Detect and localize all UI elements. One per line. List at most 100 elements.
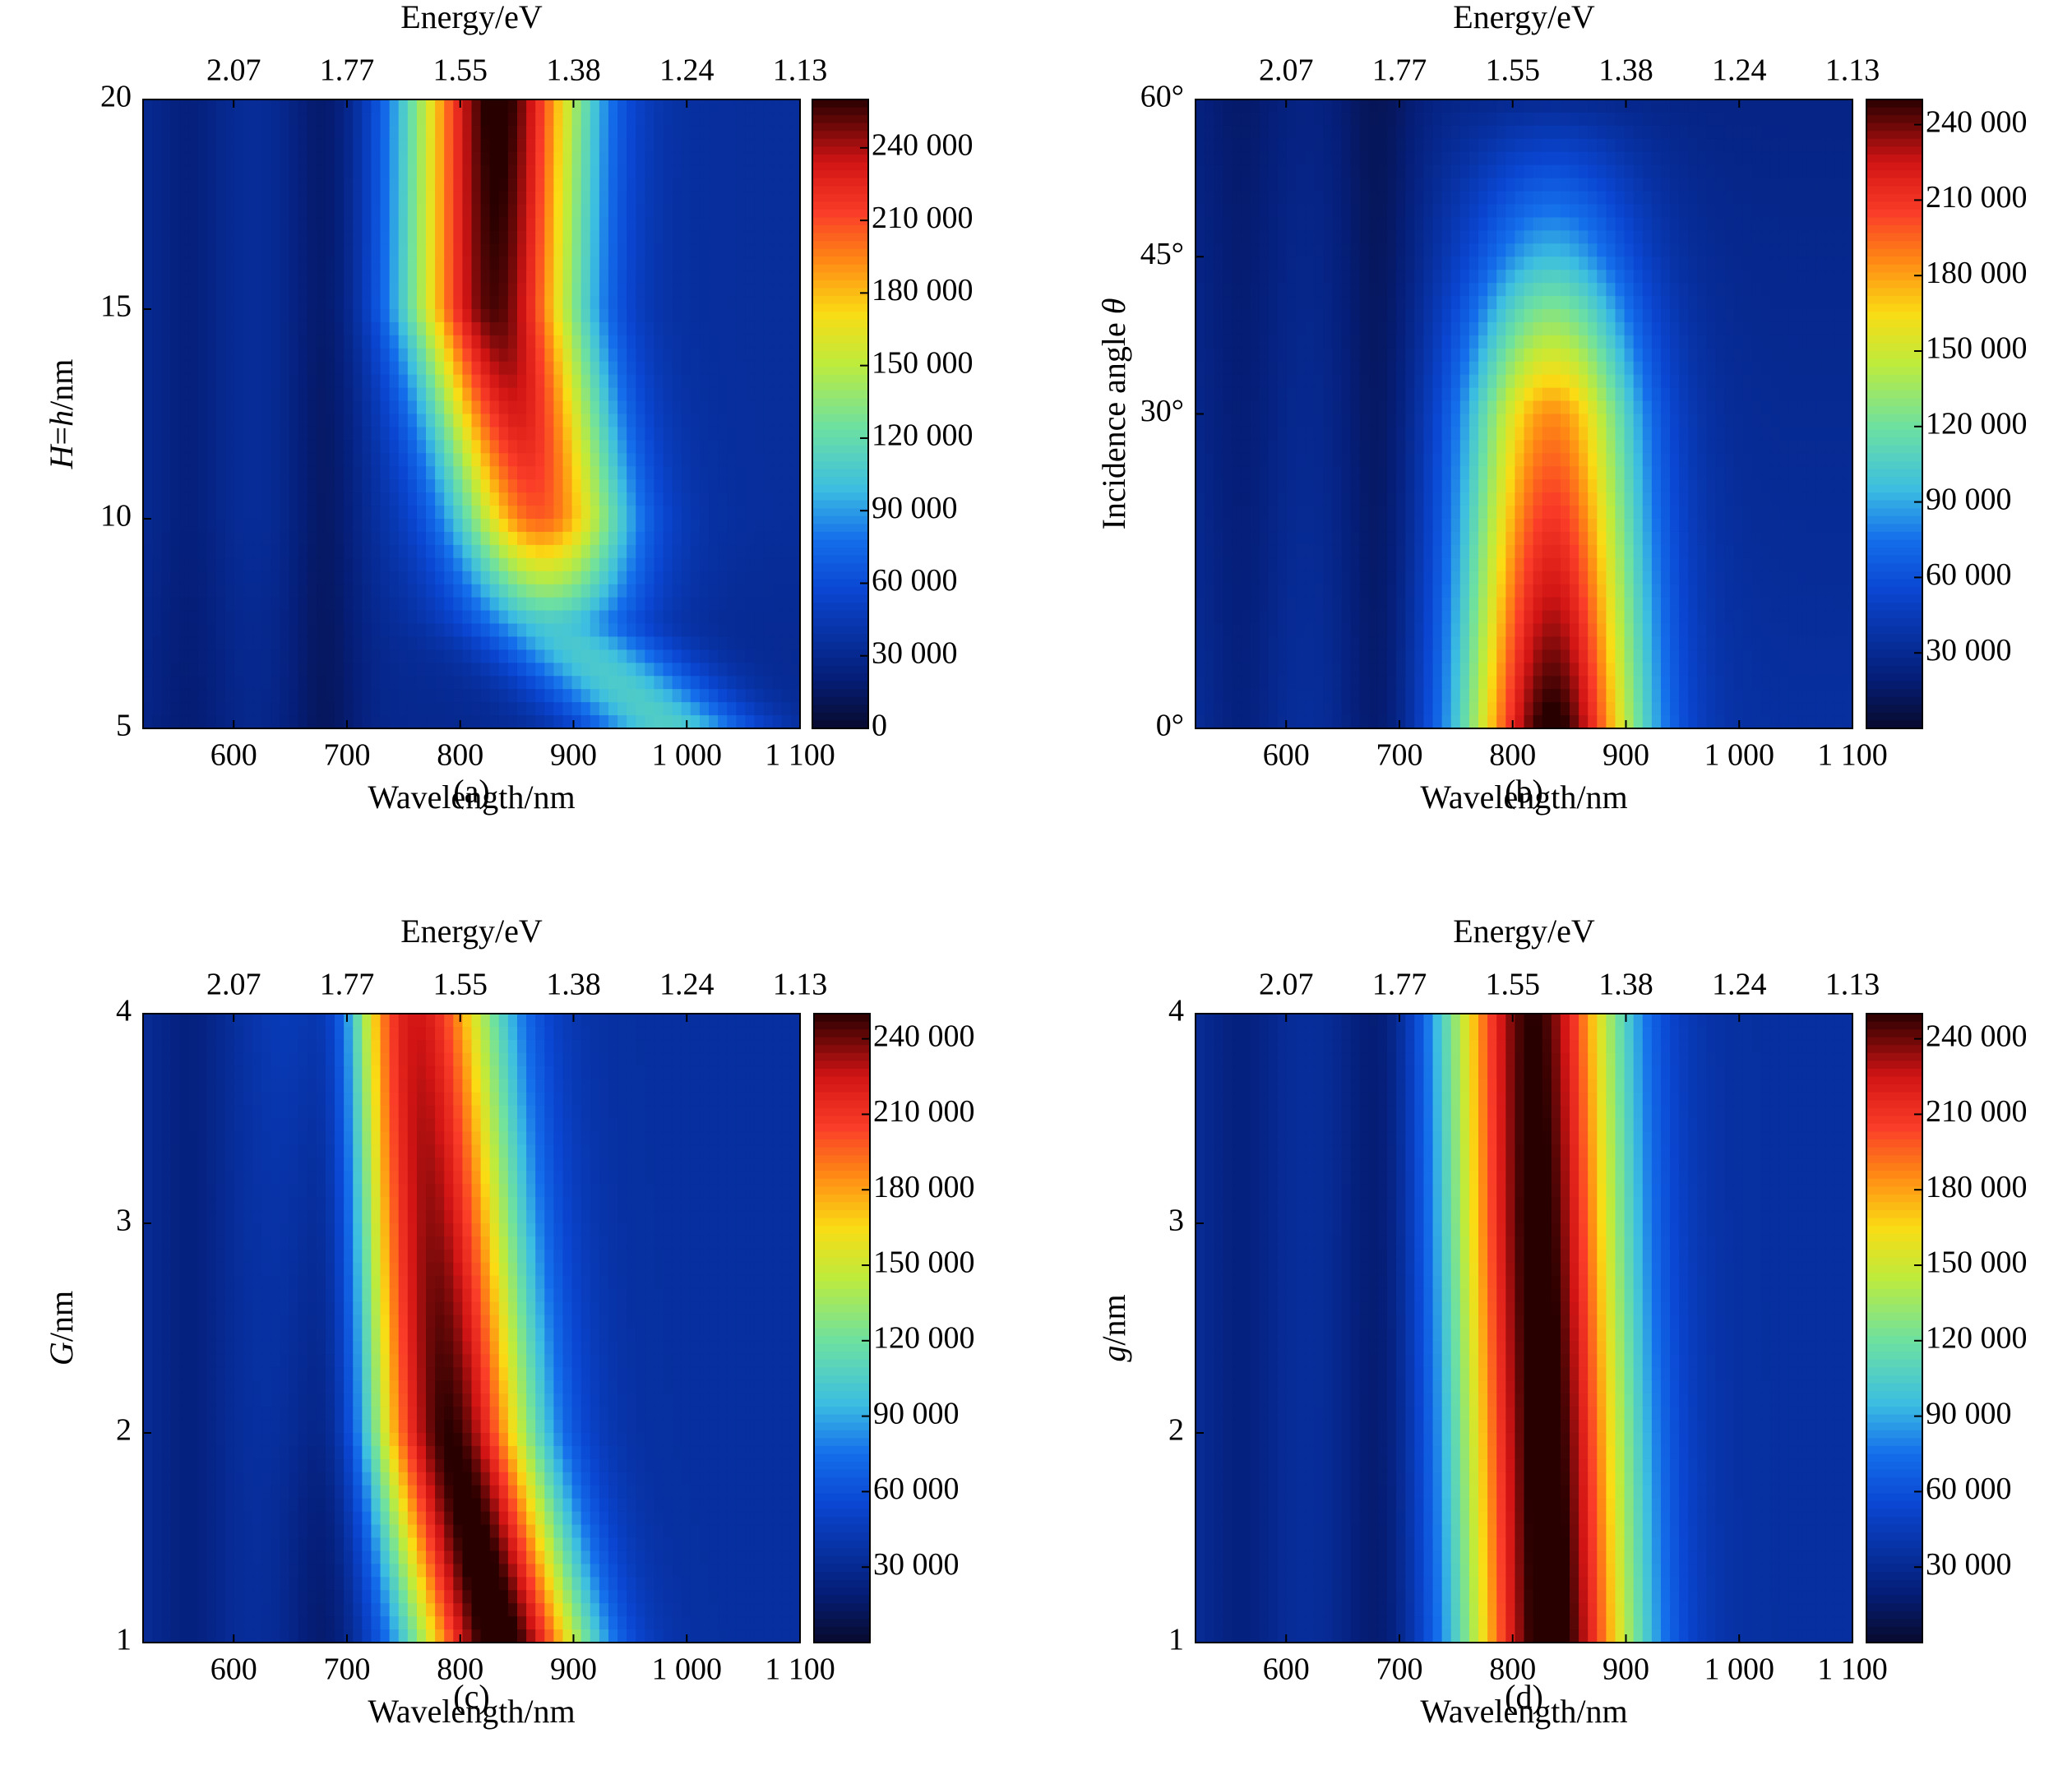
heatmap-cell xyxy=(1351,270,1361,284)
heatmap-cell xyxy=(1269,296,1279,310)
heatmap-cell xyxy=(572,545,582,559)
heatmap-cell xyxy=(526,519,536,533)
heatmap-cell xyxy=(736,453,746,467)
heatmap-cell xyxy=(627,113,636,127)
heatmap-cell xyxy=(472,558,482,572)
heatmap-cell xyxy=(1706,230,1716,244)
heatmap-cell xyxy=(508,598,518,612)
heatmap-cell xyxy=(1469,349,1479,363)
heatmap-cell xyxy=(1725,322,1735,336)
heatmap-cell xyxy=(1387,322,1397,336)
heatmap-cell xyxy=(1196,309,1205,323)
heatmap-cell xyxy=(444,256,454,270)
heatmap-cell xyxy=(261,205,271,219)
heatmap-cell xyxy=(1552,217,1561,231)
heatmap-cell xyxy=(1533,309,1543,323)
colorbar-tick-label: 30 000 xyxy=(872,635,958,670)
colorbar-band xyxy=(812,296,868,304)
heatmap-cell xyxy=(773,519,783,533)
heatmap-cell xyxy=(453,335,463,349)
heatmap-cell xyxy=(1496,217,1506,231)
heatmap-cell xyxy=(572,492,582,506)
heatmap-cell xyxy=(308,440,317,454)
heatmap-cell xyxy=(782,649,792,663)
heatmap-cell xyxy=(143,113,153,127)
heatmap-cell xyxy=(1843,309,1853,323)
heatmap-cell xyxy=(152,649,162,663)
heatmap-cell xyxy=(664,126,673,140)
heatmap-cell xyxy=(481,636,491,650)
heatmap-cell xyxy=(161,689,171,703)
heatmap-cell xyxy=(490,636,500,650)
heatmap-cell xyxy=(581,663,591,677)
heatmap-cell xyxy=(1661,217,1671,231)
heatmap-cell xyxy=(745,702,755,716)
heatmap-cell xyxy=(1533,230,1543,244)
heatmap-cell xyxy=(673,165,682,179)
heatmap-cell xyxy=(590,99,600,113)
heatmap-cell xyxy=(636,388,645,402)
heatmap-cell xyxy=(553,205,563,219)
heatmap-cell xyxy=(1433,113,1443,127)
heatmap-cell xyxy=(636,113,645,127)
heatmap-cell xyxy=(755,519,765,533)
heatmap-cell xyxy=(1515,322,1524,336)
heatmap-cell xyxy=(1505,283,1515,297)
heatmap-cell xyxy=(289,479,299,493)
heatmap-cell xyxy=(517,611,527,625)
heatmap-cell xyxy=(362,702,372,716)
heatmap-cell xyxy=(1579,126,1589,140)
heatmap-cell xyxy=(691,205,701,219)
heatmap-cell xyxy=(736,414,746,428)
heatmap-cell xyxy=(1570,296,1579,310)
heatmap-cell xyxy=(289,532,299,546)
heatmap-cell xyxy=(1442,256,1452,270)
heatmap-cell xyxy=(1679,270,1689,284)
heatmap-cell xyxy=(1716,205,1726,219)
heatmap-cell xyxy=(517,113,527,127)
heatmap-cell xyxy=(1223,217,1233,231)
heatmap-cell xyxy=(764,506,774,520)
heatmap-cell xyxy=(1305,309,1315,323)
heatmap-cell xyxy=(745,139,755,153)
heatmap-cell xyxy=(1524,322,1534,336)
heatmap-cell xyxy=(1460,322,1470,336)
heatmap-cell xyxy=(353,270,363,284)
heatmap-cell xyxy=(1505,309,1515,323)
heatmap-cell xyxy=(654,663,664,677)
heatmap-cell xyxy=(581,309,591,323)
heatmap-cell xyxy=(381,335,391,349)
heatmap-cell xyxy=(1223,230,1233,244)
heatmap-cell xyxy=(390,283,400,297)
heatmap-cell xyxy=(718,676,728,690)
heatmap-cell xyxy=(664,571,673,585)
heatmap-cell xyxy=(599,388,609,402)
heatmap-cell xyxy=(261,636,271,650)
heatmap-cell xyxy=(1342,205,1352,219)
heatmap-cell xyxy=(599,139,609,153)
heatmap-cell xyxy=(261,427,271,441)
heatmap-cell xyxy=(1706,192,1716,206)
heatmap-cell xyxy=(335,440,345,454)
heatmap-cell xyxy=(298,532,308,546)
heatmap-cell xyxy=(791,558,801,572)
heatmap-cell xyxy=(289,99,299,113)
heatmap-cell xyxy=(1451,205,1461,219)
heatmap-cell xyxy=(1205,256,1214,270)
heatmap-cell xyxy=(1305,178,1315,192)
heatmap-cell xyxy=(271,375,280,389)
colorbar-band xyxy=(812,430,868,438)
heatmap-cell xyxy=(1487,335,1497,349)
heatmap-cell xyxy=(1716,113,1726,127)
heatmap-cell xyxy=(225,349,235,363)
heatmap-cell xyxy=(362,624,372,638)
heatmap-cell xyxy=(636,624,645,638)
heatmap-cell xyxy=(453,256,463,270)
heatmap-cell xyxy=(736,335,746,349)
heatmap-cell xyxy=(1360,270,1370,284)
heatmap-cell xyxy=(280,466,289,480)
heatmap-cell xyxy=(216,663,226,677)
heatmap-cell xyxy=(517,492,527,506)
heatmap-cell xyxy=(1706,152,1716,166)
heatmap-cell xyxy=(344,663,354,677)
